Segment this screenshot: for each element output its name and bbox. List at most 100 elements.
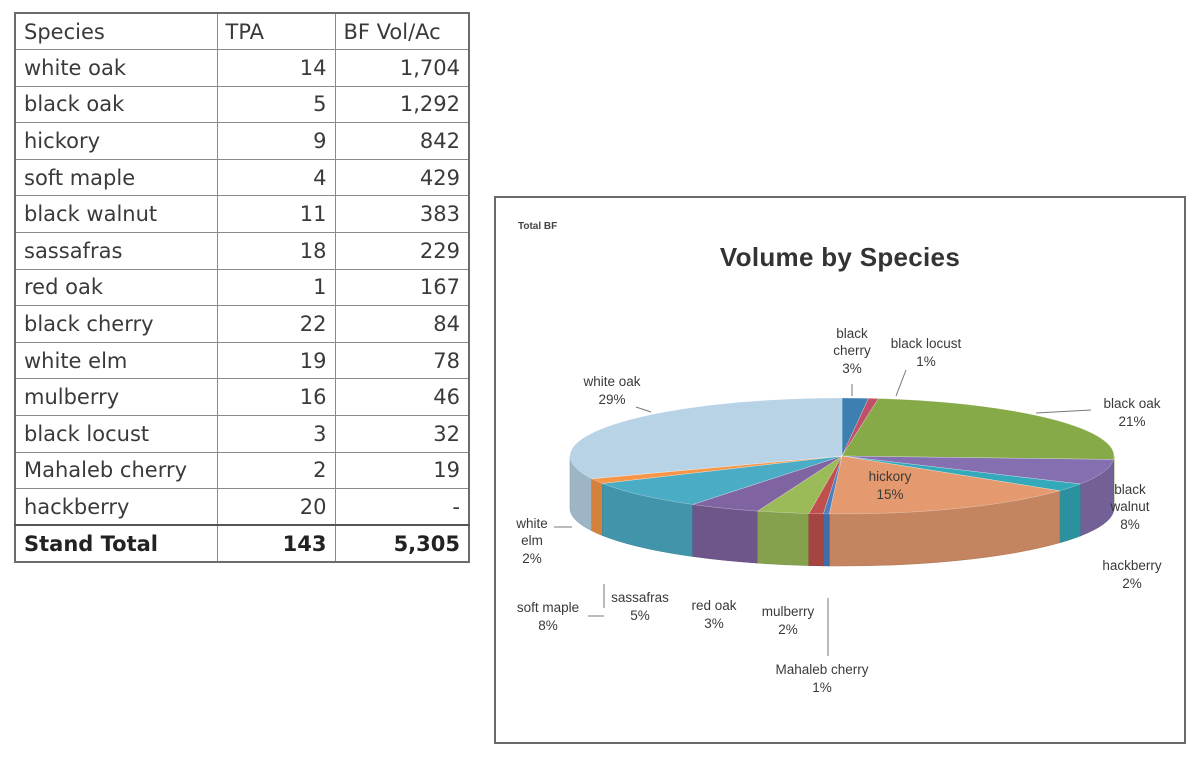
chart-corner-label: Total BF [518,221,558,232]
species-cell: white oak [14,49,218,87]
pie-side-mulberry [808,513,824,567]
slice-label-text: sassafras 5% [611,590,669,623]
tpa-cell: 22 [216,305,336,343]
total-label: Stand Total [14,524,218,563]
slice-label-text: hackberry 2% [1102,558,1162,591]
bf-vol-cell: 19 [334,451,470,490]
pie-slice-soft-maple [602,455,843,505]
table-row: red oak 1 167 [14,268,470,307]
pie-side-sassafras [692,504,758,564]
species-cell: white elm [14,341,218,380]
tpa-cell: 14 [216,49,336,87]
pie-side-hackberry [1059,483,1081,544]
tpa-cell: 20 [216,488,336,526]
table-row: black locust 3 32 [14,415,470,453]
bf-vol-cell: - [334,488,470,526]
slice-label-text: soft maple 8% [517,600,579,633]
bf-vol-cell: 167 [334,268,470,307]
tpa-cell: 3 [216,415,336,453]
volume-pie-chart: Total BF Volume by Species black cherry 3%… [494,196,1186,744]
slice-label-white-oak: white oak 29% [582,374,652,413]
slice-label-text: white elm 2% [515,516,548,566]
tpa-cell: 4 [216,158,336,197]
species-table: Species TPA BF Vol/Ac white oak 14 1,704 bl… [14,12,470,563]
pie-slice-white-oak [569,397,843,479]
slice-label-black-locust: black locust 1% [891,336,962,397]
slice-label-hickory: hickory 15% [869,469,912,502]
leader-line [895,369,907,397]
pie-slice-hickory [828,455,1060,515]
tpa-cell: 1 [216,268,336,307]
species-cell: black oak [14,85,218,124]
bf-vol-cell: 1,704 [334,49,470,87]
pie-svg: black cherry 3% black locust 1% black oak 21% b… [515,326,1162,695]
slice-label-black-cherry: black cherry 3% [833,326,871,396]
slice-label-text: Mahaleb cherry 1% [775,662,868,695]
leader-line [635,406,652,413]
pie-slice-black-walnut [841,455,1114,485]
header-bf-vol: BF Vol/Ac [334,12,470,51]
species-cell: hackberry [14,488,218,526]
pie-side-mahaleb-cherry [822,513,830,567]
species-cell: black locust [14,415,218,453]
tpa-cell: 5 [216,85,336,124]
total-tpa: 143 [216,524,336,563]
table-row: black oak 5 1,292 [14,85,470,124]
table-row: mulberry 16 46 [14,378,470,417]
slice-label-text: white oak 29% [582,374,640,407]
table-row: white oak 14 1,704 [14,49,470,87]
slice-label-text: black walnut 8% [1109,482,1149,532]
slice-label-white-elm: white elm 2% [515,516,572,566]
species-cell: black walnut [14,195,218,234]
table-row: hackberry 20- [14,488,470,526]
bf-vol-cell: 32 [334,415,470,453]
species-cell: hickory [14,122,218,160]
chart-title: Volume by Species [719,242,961,272]
tpa-cell: 9 [216,122,336,160]
tpa-cell: 11 [216,195,336,234]
species-cell: red oak [14,268,218,307]
bf-vol-cell: 1,292 [334,85,470,124]
slice-label-black-walnut: black walnut 8% [1109,482,1149,532]
table-row: sassafras 18 229 [14,232,470,270]
table-row: Mahaleb cherry 2 19 [14,451,470,490]
species-cell: soft maple [14,158,218,197]
slice-label-black-oak: black oak 21% [1035,396,1161,429]
table-row: hickory 9 842 [14,122,470,160]
bf-vol-cell: 78 [334,341,470,380]
table-row: white elm 19 78 [14,341,470,380]
slice-label-text: black oak 21% [1103,396,1160,429]
slice-label-text: black locust 1% [891,336,962,369]
pie-side-white-elm [591,478,603,536]
slice-label-text: hickory 15% [869,469,912,502]
table-row: black walnut 11 383 [14,195,470,234]
leader-line [1035,409,1092,414]
pie-slice-black-oak [841,398,1115,460]
slice-label-red-oak: red oak 3% [691,598,736,631]
slice-label-text: black cherry 3% [833,326,871,376]
slice-label-soft-maple: soft maple 8% [517,600,604,633]
tpa-cell: 2 [216,451,336,490]
species-volume-table: Species TPA BF Vol/Ac white oak 14 1,704 bl… [14,12,470,563]
tpa-cell: 16 [216,378,336,417]
header-species: Species [14,12,218,51]
slice-label-sassafras: sassafras 5% [603,584,669,623]
species-cell: sassafras [14,232,218,270]
table-header-row: Species TPA BF Vol/Ac [14,12,470,51]
table-row: black cherry 22 84 [14,305,470,343]
species-cell: mulberry [14,378,218,417]
stand-total-row: Stand Total 143 5,305 [14,524,470,563]
slice-label-mulberry: mulberry 2% [762,604,815,637]
tpa-cell: 19 [216,341,336,380]
bf-vol-cell: 842 [334,122,470,160]
bf-vol-cell: 229 [334,232,470,270]
bf-vol-cell: 429 [334,158,470,197]
bf-vol-cell: 383 [334,195,470,234]
slice-label-mahaleb-cherry: Mahaleb cherry 1% [775,598,869,695]
total-bf: 5,305 [334,524,470,563]
pie-side-red-oak [757,510,810,566]
slice-label-text: red oak 3% [691,598,736,631]
header-tpa: TPA [216,12,336,51]
tpa-cell: 18 [216,232,336,270]
bf-vol-cell: 84 [334,305,470,343]
